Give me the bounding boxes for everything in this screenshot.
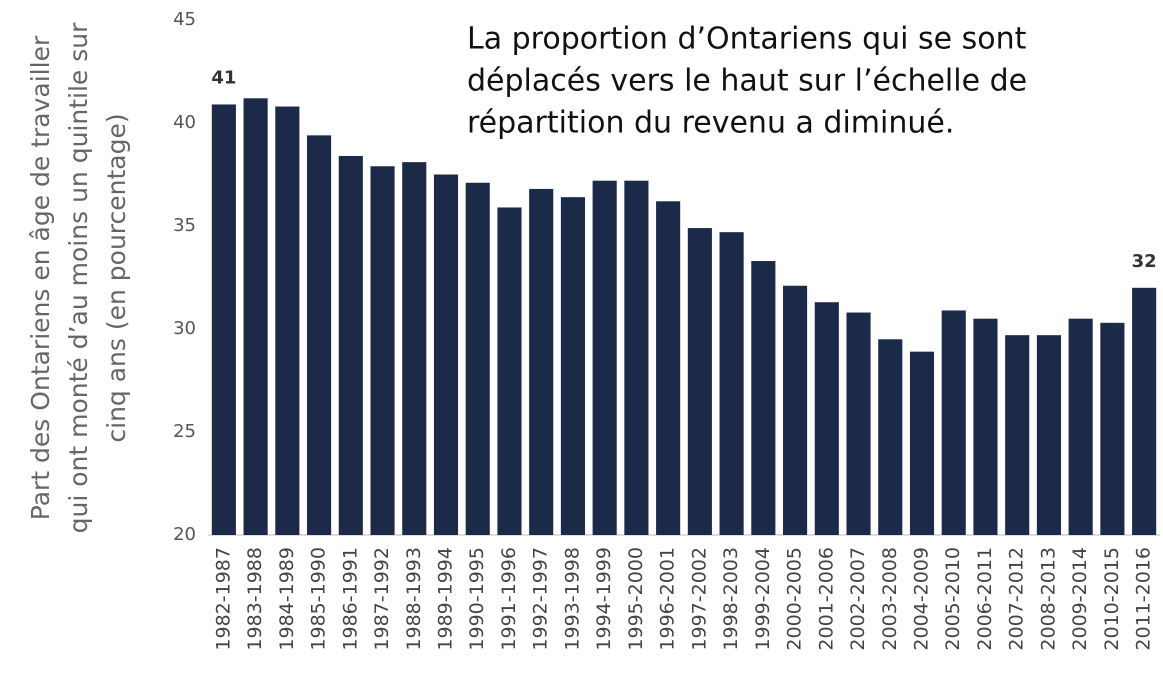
y-tick-label: 35 <box>173 215 196 236</box>
x-tick-label: 1999-2004 <box>752 547 774 651</box>
x-tick-label: 2008-2013 <box>1037 547 1059 651</box>
x-tick-label: 1989-1994 <box>435 547 457 651</box>
x-tick-label: 1994-1999 <box>593 547 615 651</box>
bar <box>433 174 459 535</box>
bar <box>751 261 776 535</box>
x-tick-label: 1986-1991 <box>339 547 361 651</box>
y-axis-label: qui ont monté d’au moins un quintile sur <box>64 22 93 533</box>
bar <box>1132 287 1157 535</box>
bar <box>307 135 332 536</box>
bar <box>211 104 236 536</box>
x-tick-label: 2009-2014 <box>1069 547 1091 651</box>
bar <box>402 162 427 535</box>
bar <box>243 98 268 535</box>
x-tick-label: 1997-2002 <box>688 547 710 651</box>
bar <box>624 180 649 535</box>
bar <box>878 339 903 535</box>
x-tick-label: 2003-2008 <box>879 547 901 651</box>
x-tick-label: 1984-1989 <box>276 547 298 651</box>
bar <box>941 310 966 535</box>
annotation: déplacés vers le haut sur l’échelle de <box>467 64 1027 99</box>
bar <box>338 155 363 535</box>
bar <box>529 188 554 536</box>
bar <box>909 351 935 535</box>
annotation: répartition du revenu a diminué. <box>467 106 954 141</box>
x-tick-label: 1987-1992 <box>371 547 393 651</box>
x-tick-label: 2005-2010 <box>942 547 964 651</box>
bar <box>656 201 681 535</box>
x-tick-label: 2007-2012 <box>1006 547 1028 651</box>
bar <box>465 182 490 536</box>
x-tick-label: 1990-1995 <box>466 547 488 651</box>
bar <box>497 207 522 535</box>
y-axis-label: Part des Ontariens en âge de travailler <box>26 35 55 520</box>
bar <box>592 180 617 535</box>
x-tick-label: 1998-2003 <box>720 547 742 651</box>
x-tick-label: 1996-2001 <box>657 547 679 651</box>
bar <box>1100 322 1125 535</box>
x-tick-label: 2010-2015 <box>1101 547 1123 651</box>
bar <box>973 318 998 535</box>
bar <box>1068 318 1093 535</box>
x-tick-label: 1995-2000 <box>625 547 647 651</box>
bar <box>275 106 300 536</box>
y-axis-label: cinq ans (en pourcentage) <box>102 113 131 442</box>
bar <box>814 302 839 535</box>
x-tick-label: 1992-1997 <box>530 547 552 651</box>
x-tick-label: 1983-1988 <box>244 547 266 651</box>
bar <box>370 166 395 535</box>
y-tick-label: 20 <box>173 524 196 545</box>
x-tick-label: 2011-2016 <box>1133 547 1155 651</box>
x-tick-label: 1988-1993 <box>403 547 425 651</box>
x-tick-label: 2002-2007 <box>847 547 869 651</box>
bar <box>783 285 808 535</box>
bar <box>560 197 585 535</box>
x-tick-label: 2000-2005 <box>784 547 806 651</box>
bar <box>1005 335 1030 535</box>
y-tick-label: 25 <box>173 421 196 442</box>
annotation: La proportion d’Ontariens qui se sont <box>467 22 1027 57</box>
x-tick-label: 2004-2009 <box>911 547 933 651</box>
y-tick-label: 45 <box>173 9 196 30</box>
bar <box>846 312 871 535</box>
bar <box>687 228 712 535</box>
y-tick-label: 40 <box>173 112 196 133</box>
x-tick-label: 1991-1996 <box>498 547 520 651</box>
x-tick-label: 1982-1987 <box>212 547 234 651</box>
x-tick-label: 1993-1998 <box>561 547 583 651</box>
bar <box>1036 335 1061 535</box>
y-tick-label: 30 <box>173 318 196 339</box>
bar <box>719 232 744 535</box>
value-label: 32 <box>1132 251 1157 272</box>
x-tick-label: 1985-1990 <box>308 547 330 651</box>
value-label: 41 <box>211 67 236 88</box>
x-tick-label: 2001-2006 <box>815 547 837 651</box>
x-tick-label: 2006-2011 <box>974 547 996 651</box>
